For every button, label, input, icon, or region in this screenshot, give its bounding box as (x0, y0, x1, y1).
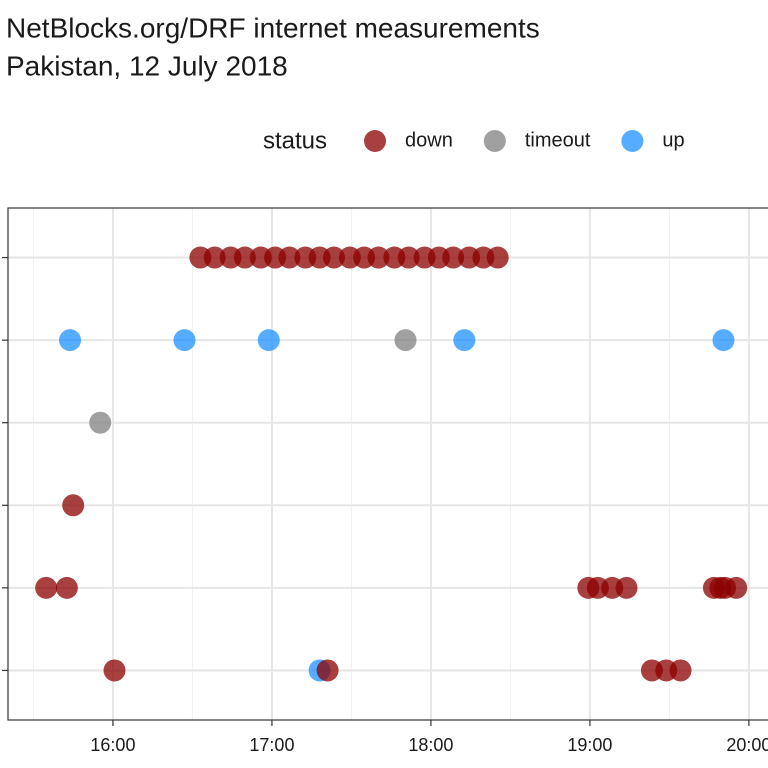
legend-key (621, 130, 644, 152)
point (322, 246, 345, 269)
point (89, 411, 112, 434)
x-tick-label: 18:00 (408, 735, 453, 755)
x-tick-label: 16:00 (90, 735, 135, 755)
point (55, 576, 78, 599)
point (233, 246, 256, 269)
grid (8, 208, 768, 720)
point (712, 329, 735, 352)
point (59, 329, 82, 352)
point (257, 329, 280, 352)
point (486, 246, 509, 269)
point (316, 659, 339, 682)
axes: 16:00 17:00 18:00 19:00 20:00 (2, 256, 768, 755)
legend-label: up (662, 129, 684, 151)
point (725, 576, 748, 599)
legend-title: status (263, 127, 327, 154)
point (103, 659, 126, 682)
legend: status down timeout up (263, 127, 685, 154)
legend-key (364, 130, 386, 152)
legend-key (483, 130, 506, 152)
point (367, 246, 390, 269)
chart-title: NetBlocks.org/DRF internet measurements (6, 12, 540, 43)
plot-panel (8, 208, 768, 720)
point (442, 246, 465, 269)
x-tick-label: 17:00 (249, 735, 294, 755)
legend-label: timeout (525, 129, 591, 151)
point (278, 246, 301, 269)
point (453, 329, 476, 352)
legend-label: down (405, 129, 453, 151)
point (669, 659, 692, 682)
point (615, 576, 638, 599)
point (173, 329, 196, 352)
points (35, 246, 748, 682)
point (35, 576, 58, 599)
point (62, 494, 85, 517)
point (203, 246, 226, 269)
x-tick-label: 19:00 (567, 735, 612, 755)
x-tick-label: 20:00 (726, 735, 768, 755)
point (397, 246, 420, 269)
chart-subtitle: Pakistan, 12 July 2018 (6, 50, 288, 81)
panel-border (7, 207, 768, 721)
point (394, 329, 417, 352)
